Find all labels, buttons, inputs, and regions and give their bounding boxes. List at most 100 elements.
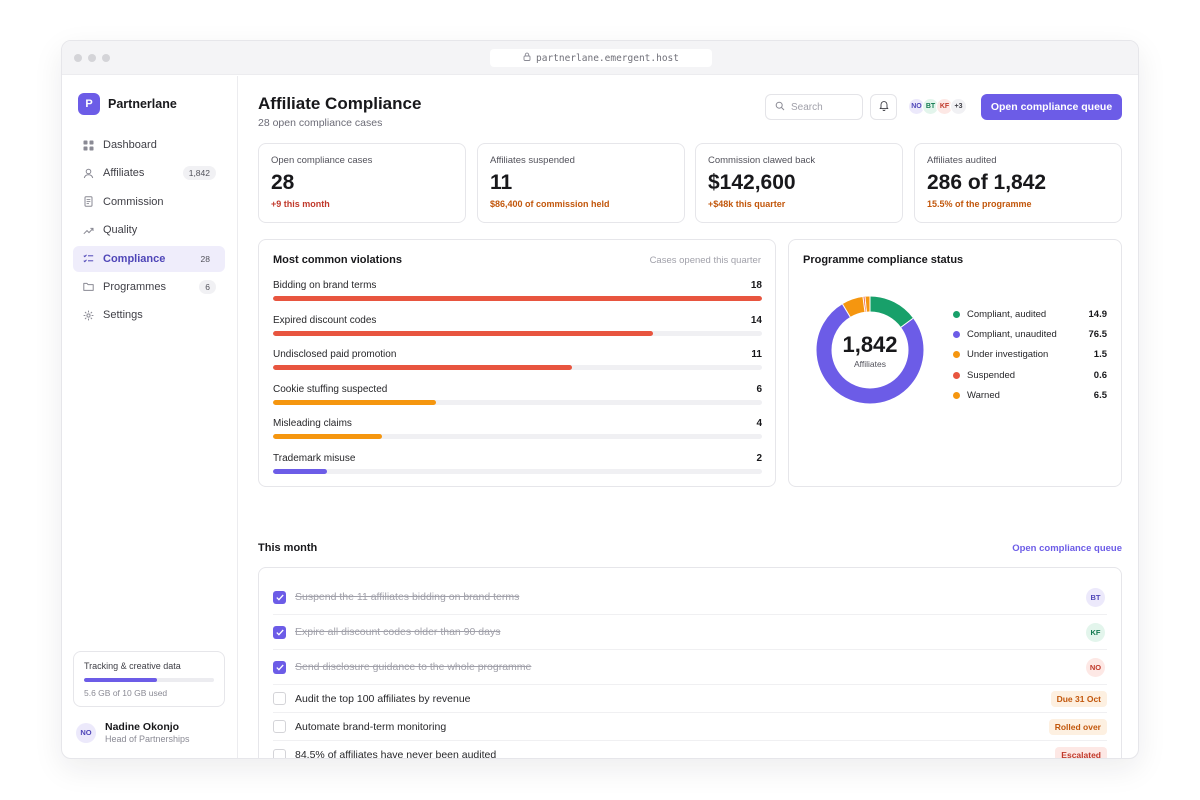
donut-separator	[842, 303, 851, 318]
url-bar[interactable]: partnerlane.emergent.host	[490, 49, 712, 67]
card-title: Most common violations	[273, 254, 402, 266]
card-meta: Cases opened this quarter	[649, 255, 761, 266]
brand[interactable]: P Partnerlane	[78, 93, 177, 115]
stat-value: 11	[490, 171, 513, 194]
violation-bar	[273, 330, 654, 336]
legend-label: Suspended	[967, 369, 1016, 381]
stat-delta: 15.5% of the programme	[927, 199, 1032, 209]
stat-value: 28	[271, 171, 295, 194]
task-item[interactable]: Expire all discount codes older than 90 …	[273, 615, 1107, 650]
violation-row: Trademark misuse 2	[273, 453, 762, 474]
stat-label: Open compliance cases	[271, 155, 373, 166]
legend-swatch	[953, 371, 960, 379]
window-dot-close[interactable]	[74, 54, 82, 62]
donut-total-label: Affiliates	[854, 358, 886, 369]
legend-value: 0.6	[1093, 369, 1107, 381]
sidebar-item-commission[interactable]: Commission	[73, 189, 225, 215]
violation-track	[273, 468, 762, 474]
stat-card-commission-clawed-back: Commission clawed back $142,600 +$48k th…	[695, 143, 903, 223]
sidebar-item-settings[interactable]: Settings	[73, 302, 225, 328]
window-dot-minimize[interactable]	[88, 54, 96, 62]
sidebar-item-dashboard[interactable]: Dashboard	[73, 132, 225, 158]
task-item[interactable]: Send disclosure guidance to the whole pr…	[273, 650, 1107, 685]
legend-label: Under investigation	[967, 349, 1049, 361]
storage-progress-bar	[84, 678, 214, 682]
sidebar-item-label: Programmes	[103, 280, 166, 293]
stat-label: Affiliates audited	[927, 155, 997, 166]
task-checkbox[interactable]	[273, 660, 286, 674]
brand-logo: P	[78, 93, 100, 115]
compliance-donut-chart	[816, 296, 924, 404]
task-text: 84.5% of affiliates have never been audi…	[295, 749, 497, 759]
task-checkbox[interactable]	[273, 625, 286, 639]
task-checkbox[interactable]	[273, 748, 286, 758]
nav-count-badge: 28	[200, 253, 210, 264]
url-text: partnerlane.emergent.host	[536, 52, 679, 64]
browser-window: partnerlane.emergent.host P Partnerlane …	[61, 40, 1139, 759]
task-status-tag: Rolled over	[1048, 718, 1107, 735]
violation-track	[273, 434, 762, 439]
task-item[interactable]: Suspend the 11 affiliates bidding on bra…	[273, 580, 1107, 615]
user-icon	[82, 167, 94, 179]
violation-row: Expired discount codes 14	[273, 315, 762, 336]
window-dot-maximize[interactable]	[102, 54, 110, 62]
violation-count: 11	[751, 349, 762, 360]
violation-bar	[273, 296, 762, 301]
donut-legend: Compliant, audited 14.9 Compliant, unaudi…	[953, 304, 1107, 405]
task-item[interactable]: Automate brand-term monitoring Rolled ov…	[273, 713, 1107, 741]
legend-swatch	[953, 351, 960, 359]
violation-label: Trademark misuse	[273, 452, 356, 464]
task-list: Suspend the 11 affiliates bidding on bra…	[258, 567, 1122, 759]
sidebar-item-affiliates[interactable]: Affiliates 1,842	[73, 160, 225, 186]
sidebar-nav: Dashboard Affiliates 1,842 Commission Qu…	[73, 132, 225, 331]
legend-item: Compliant, unaudited 76.5	[953, 324, 1107, 344]
stat-value: 286 of 1,842	[927, 171, 1047, 194]
legend-value: 14.9	[1088, 308, 1108, 320]
legend-label: Compliant, unaudited	[967, 328, 1057, 340]
team-avatars[interactable]: NO BT KF +3	[908, 98, 967, 115]
violation-bar	[273, 399, 436, 405]
lock-icon	[523, 52, 531, 64]
stat-delta: +$48k this quarter	[708, 199, 786, 209]
sidebar-item-compliance[interactable]: Compliance 28	[73, 245, 225, 272]
page-subtitle: 28 open compliance cases	[258, 117, 383, 129]
violation-label: Misleading claims	[273, 418, 352, 429]
sidebar-item-quality[interactable]: Quality	[73, 217, 225, 243]
stat-label: Affiliates suspended	[490, 155, 575, 166]
open-compliance-queue-link[interactable]: Open compliance queue	[1012, 543, 1122, 554]
storage-card: Tracking & creative data 5.6 GB of 10 GB…	[73, 651, 225, 707]
notifications-button[interactable]	[870, 94, 897, 120]
stat-delta: $86,400 of commission held	[490, 199, 610, 209]
avatar: KF	[936, 98, 953, 115]
storage-progress-fill	[84, 678, 157, 682]
search-placeholder: Search	[791, 101, 823, 113]
legend-label: Warned	[967, 389, 1000, 401]
legend-value: 76.5	[1088, 328, 1108, 340]
task-item[interactable]: 84.5% of affiliates have never been audi…	[273, 741, 1107, 759]
search-input[interactable]: Search	[765, 94, 863, 120]
stat-delta: +9 this month	[271, 199, 330, 209]
violation-label: Undisclosed paid promotion	[273, 349, 397, 360]
stat-card-open-cases: Open compliance cases 28 +9 this month	[258, 143, 466, 223]
task-status-tag: Due 31 Oct	[1050, 690, 1107, 707]
task-checkbox[interactable]	[273, 720, 286, 733]
task-status-tag: Escalated	[1055, 747, 1107, 758]
violation-track	[273, 365, 762, 370]
task-item[interactable]: Audit the top 100 affiliates by revenue …	[273, 685, 1107, 713]
sidebar-item-programmes[interactable]: Programmes 6	[73, 274, 225, 300]
user-role: Head of Partnerships	[105, 734, 190, 744]
violation-track	[273, 296, 762, 301]
task-text: Automate brand-term monitoring	[295, 720, 447, 733]
main-content: Affiliate Compliance 28 open compliance …	[258, 76, 1122, 759]
violation-row: Cookie stuffing suspected 6	[273, 384, 762, 405]
task-checkbox[interactable]	[273, 692, 286, 705]
violation-label: Bidding on brand terms	[273, 280, 377, 291]
task-checkbox[interactable]	[273, 590, 286, 604]
legend-swatch	[953, 391, 960, 399]
user-profile[interactable]: NO Nadine Okonjo Head of Partnerships	[76, 721, 190, 744]
donut-separator	[864, 296, 867, 312]
grid-icon	[82, 139, 94, 151]
open-compliance-queue-button[interactable]: Open compliance queue	[981, 94, 1122, 120]
card-title: Programme compliance status	[803, 254, 964, 266]
sidebar-item-label: Commission	[103, 195, 164, 208]
